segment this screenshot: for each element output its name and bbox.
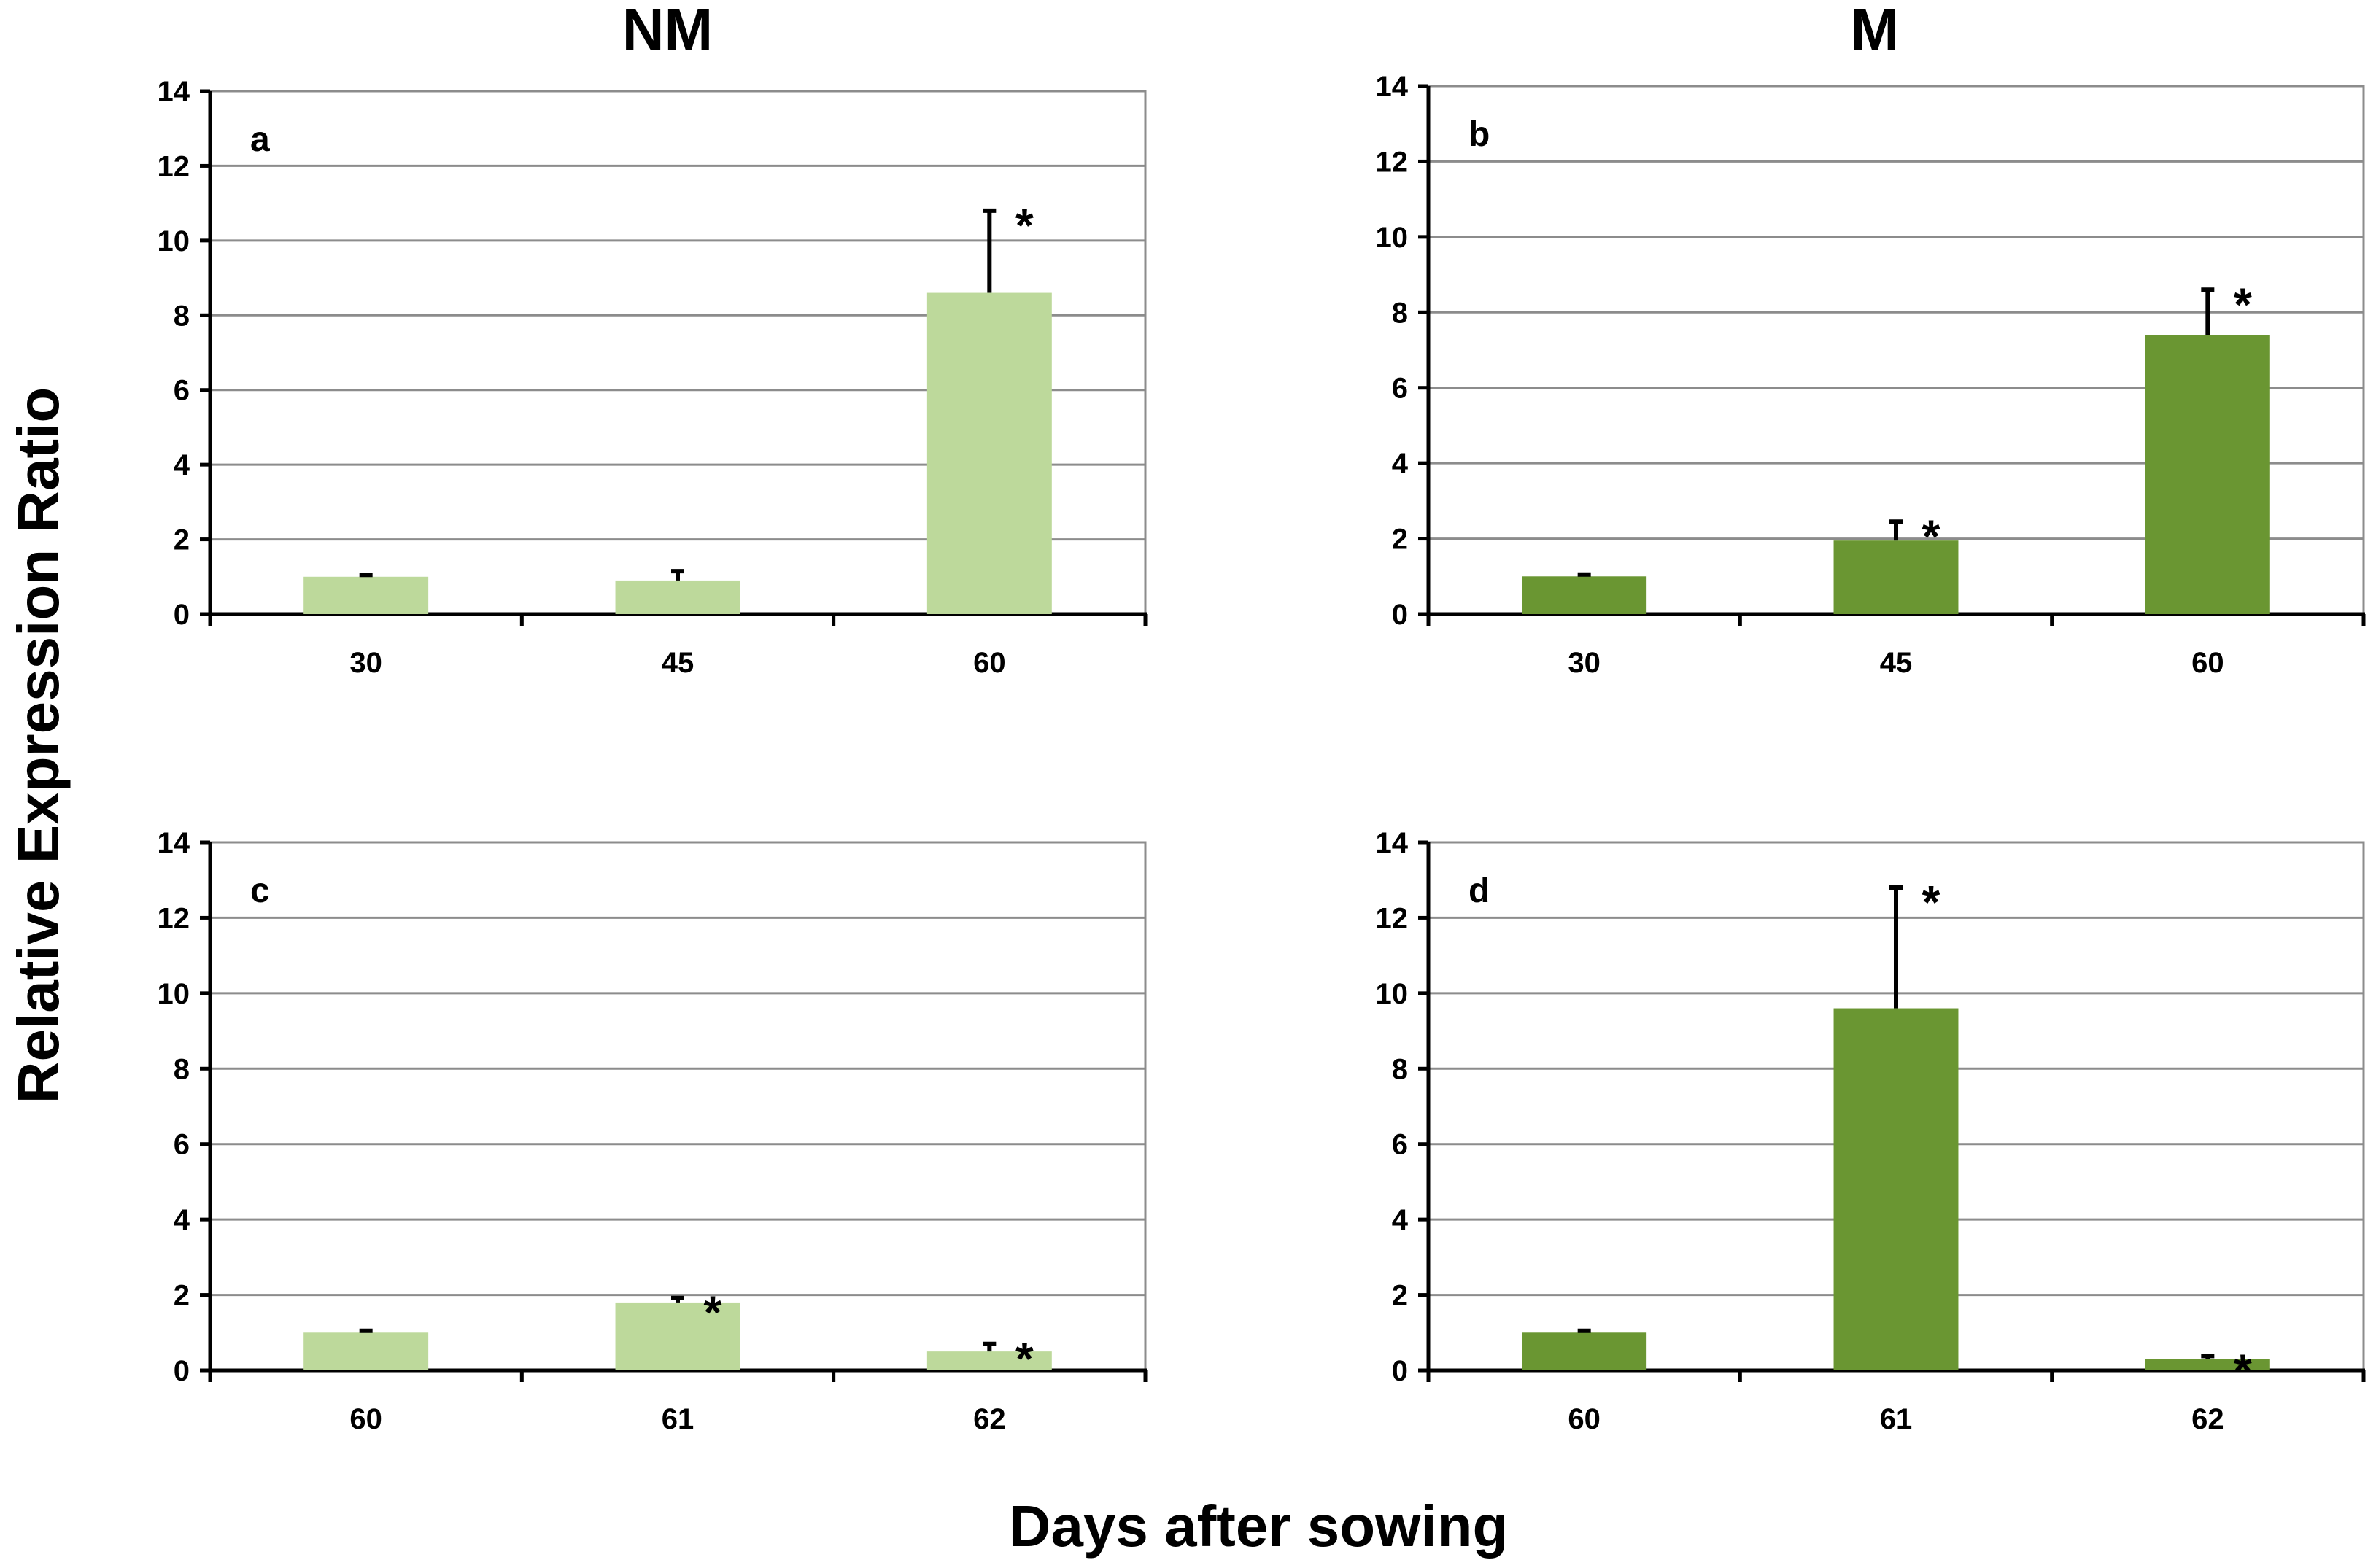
- bar: [2145, 1359, 2270, 1370]
- y-tick-label: 2: [1392, 524, 1408, 556]
- panel-d: 0 2 4 6 8 10 12 14 d 60 * 61 * 62: [1376, 827, 2366, 1435]
- y-tick-label: 12: [1376, 902, 1409, 934]
- y-axis-title: Relative Expression Ratio: [6, 387, 71, 1104]
- panel-c: 0 2 4 6 8 10 12 14 c 60 * 61 * 62: [158, 827, 1148, 1435]
- y-tick-label: 12: [1376, 146, 1409, 178]
- y-tick-label: 6: [174, 375, 190, 407]
- y-tick-label: 8: [174, 1053, 190, 1085]
- panel-a: 0 2 4 6 8 10 12 14 a 30 45 * 60: [158, 76, 1148, 679]
- significance-star: *: [2234, 1344, 2252, 1397]
- significance-star: *: [1922, 510, 1940, 562]
- x-tick-label: 61: [1880, 1403, 1913, 1435]
- panel-letter: b: [1468, 115, 1490, 154]
- y-tick-label: 8: [1392, 1053, 1408, 1085]
- y-tick-label: 14: [1376, 71, 1409, 103]
- significance-star: *: [1015, 1332, 1034, 1385]
- y-tick-label: 0: [1392, 599, 1408, 631]
- x-tick-label: 60: [973, 647, 1006, 679]
- plot-frame: [209, 841, 1147, 1372]
- x-tick-label: 60: [2191, 647, 2224, 679]
- y-tick-label: 2: [174, 524, 190, 556]
- bar: [926, 1351, 1052, 1370]
- x-tick-label: 45: [662, 647, 694, 679]
- y-tick-label: 12: [158, 150, 190, 182]
- x-tick-label: 62: [973, 1403, 1006, 1435]
- x-tick-label: 45: [1880, 647, 1913, 679]
- y-tick-label: 6: [1392, 1129, 1408, 1161]
- significance-star: *: [1015, 199, 1034, 252]
- x-tick-label: 61: [662, 1403, 694, 1435]
- x-tick-label: 30: [349, 647, 382, 679]
- significance-star: *: [704, 1286, 722, 1339]
- y-tick-label: 10: [1376, 978, 1409, 1010]
- y-tick-label: 4: [1392, 448, 1409, 480]
- bar: [1522, 1332, 1647, 1370]
- y-tick-label: 0: [174, 599, 190, 631]
- y-tick-label: 14: [1376, 827, 1409, 859]
- y-tick-label: 10: [1376, 222, 1409, 254]
- panel-letter: c: [250, 872, 270, 910]
- bar: [926, 292, 1052, 614]
- x-tick-label: 60: [1568, 1403, 1601, 1435]
- y-tick-label: 4: [174, 1204, 190, 1236]
- column-title-m: M: [1851, 0, 1900, 62]
- y-tick-label: 14: [158, 827, 190, 859]
- bar: [1833, 540, 1959, 614]
- y-tick-label: 6: [174, 1129, 190, 1161]
- y-tick-label: 6: [1392, 373, 1408, 405]
- panel-b: 0 2 4 6 8 10 12 14 b 30 * 45 * 60: [1376, 71, 2366, 679]
- bar: [303, 576, 429, 614]
- y-tick-label: 8: [174, 300, 190, 332]
- bar: [303, 1332, 429, 1370]
- y-tick-label: 14: [158, 76, 190, 108]
- x-tick-label: 62: [2191, 1403, 2224, 1435]
- bar: [1522, 576, 1647, 614]
- y-tick-label: 4: [1392, 1204, 1409, 1236]
- x-axis-title: Days after sowing: [1009, 1494, 1509, 1559]
- column-title-nm: NM: [622, 0, 713, 62]
- bar: [1833, 1008, 1959, 1370]
- x-tick-label: 30: [1568, 647, 1601, 679]
- x-tick-label: 60: [349, 1403, 382, 1435]
- y-tick-label: 10: [158, 978, 190, 1010]
- y-tick-label: 10: [158, 225, 190, 257]
- significance-star: *: [2234, 278, 2252, 330]
- y-tick-label: 2: [1392, 1280, 1408, 1312]
- significance-star: *: [1922, 876, 1940, 928]
- bar: [2145, 335, 2270, 614]
- y-tick-label: 0: [1392, 1355, 1408, 1387]
- y-tick-label: 0: [174, 1355, 190, 1387]
- panel-letter: a: [250, 120, 270, 159]
- bar: [615, 580, 740, 614]
- y-tick-label: 12: [158, 902, 190, 934]
- y-tick-label: 4: [174, 449, 190, 481]
- panel-letter: d: [1468, 872, 1490, 910]
- y-tick-label: 2: [174, 1280, 190, 1312]
- bar: [615, 1302, 740, 1370]
- y-tick-label: 8: [1392, 297, 1408, 329]
